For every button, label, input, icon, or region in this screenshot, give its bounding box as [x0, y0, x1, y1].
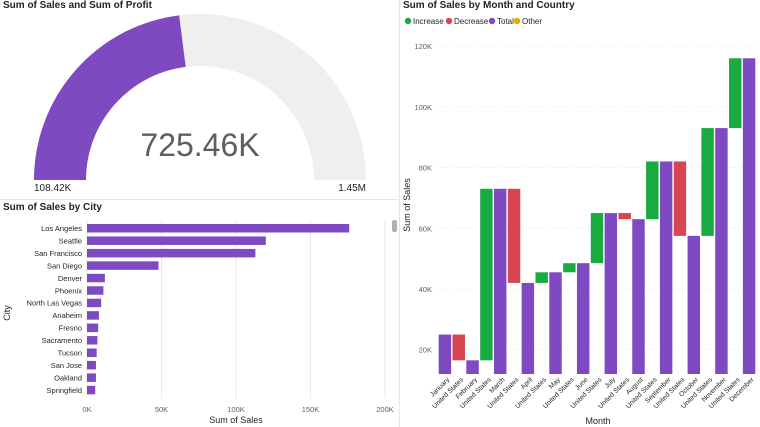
- city-label: Denver: [58, 274, 83, 283]
- legend-decrease-marker: [445, 17, 453, 25]
- wf-bar-increase[interactable]: [646, 161, 659, 220]
- legend-other-label: Other: [522, 17, 542, 26]
- city-bar[interactable]: [87, 273, 105, 283]
- wf-bar-decrease[interactable]: [618, 213, 631, 220]
- wf-bar-increase[interactable]: [701, 128, 714, 236]
- wf-bar-total[interactable]: [715, 128, 728, 374]
- wf-bar-total[interactable]: [687, 235, 701, 374]
- gauge-visual[interactable]: Sum of Sales and Sum of Profit 725.46K 1…: [0, 0, 395, 200]
- city-bar[interactable]: [87, 236, 266, 245]
- wf-y-tick-label: 60K: [419, 224, 432, 233]
- horizontal-divider: [0, 199, 398, 200]
- city-label: Phoenix: [55, 286, 82, 295]
- gauge-fill[interactable]: [34, 15, 186, 181]
- city-label: Oakland: [54, 373, 82, 382]
- city-label: San Jose: [51, 361, 82, 370]
- city-label: Los Angeles: [41, 224, 82, 233]
- gauge-svg: 725.46K 108.42K 1.45M: [34, 14, 366, 194]
- vertical-divider: [399, 0, 400, 427]
- legend-increase-marker: [404, 17, 412, 25]
- wf-bar-increase[interactable]: [590, 213, 604, 264]
- legend-increase-label: Increase: [413, 17, 444, 26]
- city-scrollbar-thumb[interactable]: [392, 220, 397, 232]
- city-bar[interactable]: [87, 224, 350, 233]
- city-bar[interactable]: [87, 286, 104, 295]
- city-bar[interactable]: [87, 323, 99, 333]
- city-bar[interactable]: [87, 373, 96, 382]
- wf-bar-total[interactable]: [549, 272, 562, 374]
- city-bar[interactable]: [87, 298, 102, 308]
- legend-increase[interactable]: Increase: [404, 17, 444, 26]
- wf-y-tick-label: 100K: [414, 103, 432, 112]
- city-bar[interactable]: [87, 385, 96, 395]
- city-label: North Las Vegas: [27, 299, 83, 308]
- wf-bar-total[interactable]: [521, 282, 535, 374]
- legend-other[interactable]: Other: [513, 17, 543, 26]
- legend-total-label: Total: [497, 17, 514, 26]
- city-x-tick-label: 200K: [376, 405, 394, 414]
- waterfall-svg: Increase Decrease Total Other Sum of Sal…: [402, 17, 756, 426]
- city-label: Tucson: [58, 349, 82, 358]
- city-label: Fresno: [59, 324, 82, 333]
- legend-other-marker: [513, 17, 521, 25]
- gauge-max-label: 1.45M: [338, 183, 366, 194]
- city-y-axis-title: City: [2, 305, 12, 321]
- legend-total[interactable]: Total: [488, 17, 514, 26]
- city-chart-title: Sum of Sales by City: [3, 202, 102, 213]
- legend-total-marker: [488, 17, 496, 25]
- city-bar[interactable]: [87, 360, 96, 370]
- waterfall-y-axis-title: Sum of Sales: [402, 178, 412, 232]
- city-x-tick-label: 0K: [82, 405, 91, 414]
- wf-bar-total[interactable]: [742, 58, 756, 374]
- gauge-min-label: 108.42K: [34, 183, 72, 194]
- city-bar[interactable]: [87, 261, 159, 270]
- gauge-title: Sum of Sales and Sum of Profit: [3, 0, 152, 11]
- wf-y-tick-label: 80K: [419, 164, 432, 173]
- wf-y-tick-label: 20K: [419, 346, 432, 355]
- city-x-tick-label: 50K: [155, 405, 168, 414]
- city-x-tick-label: 150K: [302, 405, 320, 414]
- city-label: San Diego: [47, 261, 82, 270]
- wf-y-tick-label: 120K: [414, 42, 432, 51]
- gauge-value: 725.46K: [140, 127, 259, 163]
- wf-y-tick-label: 40K: [419, 285, 432, 294]
- wf-bar-total[interactable]: [576, 263, 590, 374]
- wf-bar-total[interactable]: [604, 213, 618, 374]
- wf-bar-total[interactable]: [632, 219, 645, 374]
- city-label: Sacramento: [42, 336, 82, 345]
- waterfall-visual[interactable]: Sum of Sales by Month and Country Increa…: [400, 0, 760, 427]
- waterfall-title: Sum of Sales by Month and Country: [403, 0, 575, 11]
- city-label: San Francisco: [34, 249, 82, 258]
- city-label: Springfield: [47, 386, 82, 395]
- city-chart-svg: Sum of Sales City 0K 50K 100K 150K 200K Los A…: [2, 220, 397, 425]
- wf-bar-increase[interactable]: [729, 58, 742, 129]
- city-bar[interactable]: [87, 336, 98, 345]
- wf-bar-total[interactable]: [493, 188, 507, 374]
- wf-bar-total[interactable]: [466, 360, 479, 374]
- city-bar[interactable]: [87, 311, 99, 320]
- city-label: Seattle: [59, 236, 82, 245]
- legend-decrease[interactable]: Decrease: [445, 17, 489, 26]
- wf-bar-decrease[interactable]: [452, 334, 465, 361]
- waterfall-x-axis-title: Month: [585, 416, 610, 426]
- city-bar[interactable]: [87, 248, 256, 258]
- city-bar-visual[interactable]: Sum of Sales by City Sum of Sales City 0…: [0, 200, 400, 427]
- city-x-axis-title: Sum of Sales: [209, 415, 263, 425]
- wf-bar-decrease[interactable]: [673, 161, 687, 236]
- wf-bar-decrease[interactable]: [507, 188, 521, 283]
- legend-decrease-label: Decrease: [454, 17, 489, 26]
- wf-bar-total[interactable]: [438, 334, 452, 374]
- city-bar[interactable]: [87, 348, 97, 358]
- wf-bar-increase[interactable]: [480, 188, 493, 361]
- wf-bar-increase[interactable]: [535, 272, 548, 283]
- wf-bar-increase[interactable]: [563, 263, 576, 273]
- city-x-tick-label: 100K: [227, 405, 245, 414]
- city-label: Anaheim: [52, 311, 82, 320]
- wf-bar-total[interactable]: [659, 161, 673, 374]
